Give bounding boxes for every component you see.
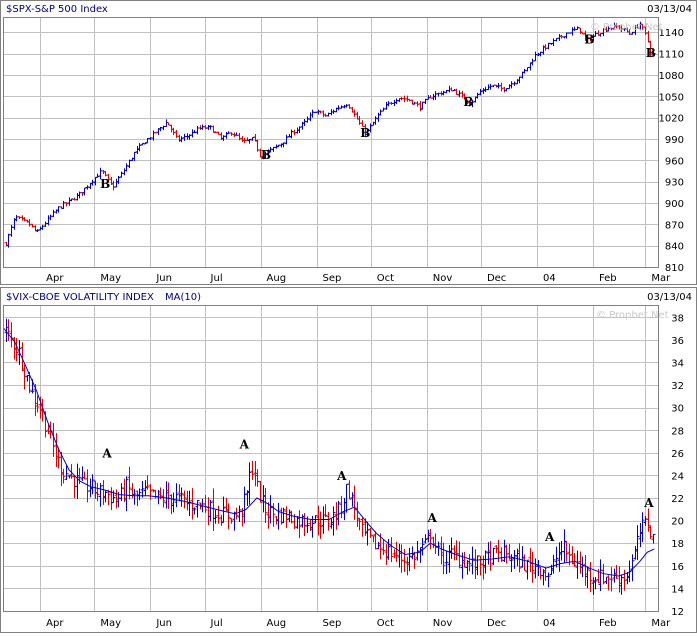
y-tick-label: 24: [671, 471, 684, 482]
x-tick-label: 04: [543, 618, 556, 629]
x-tick-label: Dec: [487, 618, 506, 629]
vix-watermark: © Prophet.Net: [596, 310, 669, 321]
y-tick-label: 1050: [659, 92, 684, 103]
spx-title: $SPX-S&P 500 Index: [6, 4, 108, 15]
x-tick-label: Dec: [487, 273, 506, 284]
x-tick-label: Sep: [323, 618, 342, 629]
x-tick-label: Aug: [267, 273, 287, 284]
x-tick-label: May: [100, 273, 121, 284]
annotation-a: A: [643, 496, 654, 510]
x-tick-label: Feb: [599, 273, 617, 284]
y-tick-label: 1020: [659, 114, 684, 125]
x-tick-label: Jun: [155, 273, 172, 284]
x-tick-label: Jul: [210, 618, 223, 629]
y-tick-label: 30: [671, 404, 684, 415]
x-tick-label: May: [100, 618, 121, 629]
x-tick-label: Oct: [377, 618, 394, 629]
x-tick-label: Jul: [210, 273, 223, 284]
x-tick-label: Mar: [651, 273, 671, 284]
annotation-a: A: [544, 530, 555, 544]
vix-legend-ma: MA(10): [165, 292, 201, 303]
x-tick-label: Oct: [377, 273, 394, 284]
annotation-b: B: [100, 177, 110, 191]
annotation-a: A: [336, 469, 347, 483]
y-tick-label: 990: [665, 135, 684, 146]
y-tick-label: 1080: [659, 71, 684, 82]
y-tick-label: 22: [671, 494, 684, 505]
annotation-a: A: [101, 446, 112, 460]
x-tick-label: Sep: [323, 273, 342, 284]
y-tick-label: 930: [665, 178, 684, 189]
spx-date: 03/13/04: [647, 4, 692, 15]
y-tick-label: 1110: [659, 50, 684, 61]
annotation-b: B: [261, 148, 271, 162]
annotation-b: B: [360, 126, 370, 140]
y-tick-label: 32: [671, 381, 684, 392]
y-tick-label: 28: [671, 426, 684, 437]
y-tick-label: 900: [665, 199, 684, 210]
vix-panel: 12 14 16 18 20 22 24 26 28 30 32 34 36 38 Apr May Jun Ju…: [1, 288, 697, 633]
x-tick-label: 04: [543, 273, 556, 284]
y-tick-label: 38: [671, 313, 684, 324]
x-tick-label: Apr: [46, 618, 64, 629]
x-tick-label: Jun: [155, 618, 172, 629]
y-tick-label: 12: [671, 607, 684, 618]
spx-watermark: © Prophet.Net: [590, 22, 663, 33]
annotation-b: B: [584, 33, 594, 47]
x-tick-label: Nov: [433, 618, 453, 629]
y-tick-label: 34: [671, 358, 684, 369]
y-tick-label: 960: [665, 156, 684, 167]
x-tick-label: Nov: [433, 273, 453, 284]
y-tick-label: 870: [665, 220, 684, 231]
y-tick-label: 26: [671, 449, 684, 460]
x-tick-label: Mar: [651, 618, 671, 629]
y-tick-label: 14: [671, 584, 684, 595]
annotation-a: A: [239, 437, 250, 451]
annotation-a: A: [427, 511, 438, 525]
y-tick-label: 20: [671, 517, 684, 528]
annotation-b: B: [463, 95, 473, 109]
spx-panel: 8108408709009309609901020105010801110114…: [1, 1, 697, 285]
annotation-b: B: [646, 46, 656, 60]
x-tick-label: Aug: [267, 618, 287, 629]
y-tick-label: 840: [665, 242, 684, 253]
x-tick-label: Apr: [46, 273, 64, 284]
x-tick-label: Feb: [599, 618, 617, 629]
y-tick-label: 36: [671, 336, 684, 347]
y-tick-label: 18: [671, 539, 684, 550]
y-tick-label: 16: [671, 562, 684, 573]
vix-date: 03/13/04: [647, 292, 692, 303]
vix-title: $VIX-CBOE VOLATILITY INDEX: [6, 292, 154, 303]
